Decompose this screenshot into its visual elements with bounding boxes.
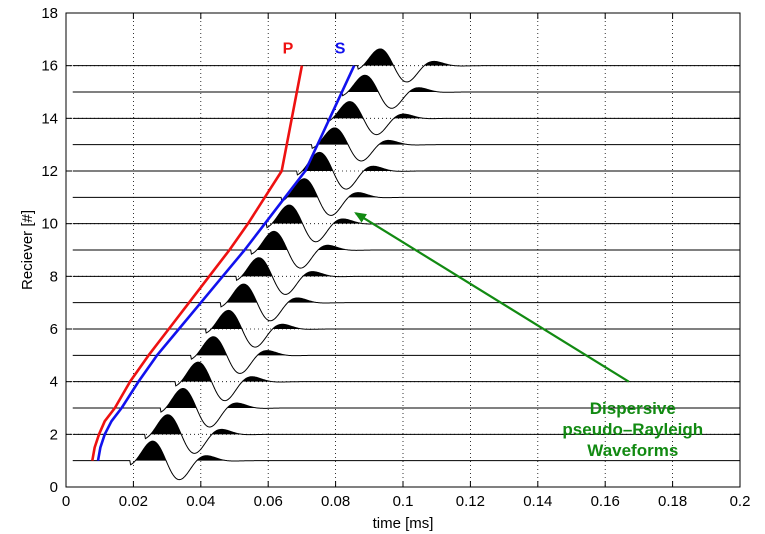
x-tick-label: 0 xyxy=(62,493,70,510)
waveform-trace xyxy=(72,387,740,428)
y-tick-label: 14 xyxy=(41,110,58,127)
x-tick-label: 0.12 xyxy=(456,493,485,510)
waveform-trace xyxy=(72,309,740,348)
waveform-trace xyxy=(72,204,740,243)
annotations: Dispersive pseudo–Rayleigh Waveforms xyxy=(354,212,703,460)
x-axis-label: time [ms] xyxy=(373,515,434,532)
waveform-trace xyxy=(72,283,740,322)
y-tick-label: 8 xyxy=(50,268,58,285)
series-label-s: S xyxy=(335,41,346,58)
waveform-trace xyxy=(72,151,740,190)
y-tick-label: 18 xyxy=(41,5,58,22)
waveform-trace xyxy=(72,336,740,374)
y-tick-label: 16 xyxy=(41,58,58,75)
series-line-p xyxy=(91,65,304,461)
series-label-p: P xyxy=(283,41,294,58)
annotation-text-line: pseudo–Rayleigh xyxy=(562,420,703,439)
y-tick-label: 12 xyxy=(41,163,58,180)
x-tick-label: 0.02 xyxy=(119,493,148,510)
series-line-s xyxy=(96,65,356,461)
annotation-arrow xyxy=(354,212,630,383)
y-tick-label: 0 xyxy=(50,479,58,496)
waveform-trace xyxy=(72,257,740,295)
waveform-trace xyxy=(72,361,740,402)
y-axis-label: Reciever [#] xyxy=(19,210,36,290)
annotation-text-line: Dispersive xyxy=(590,399,676,418)
x-tick-label: 0.04 xyxy=(186,493,215,510)
annotation-text-line: Waveforms xyxy=(587,441,678,460)
axis-ticks: 0 0.02 0.04 0.06 0.08 0.1 0.12 0.14 0.16 0.18 0.2 0… xyxy=(41,5,750,510)
x-tick-label: 0.14 xyxy=(523,493,552,510)
waveform-traces xyxy=(72,48,740,481)
waveform-trace xyxy=(72,178,740,216)
waveform-trace xyxy=(72,74,740,109)
waveform-trace xyxy=(72,127,740,162)
x-tick-label: 0.06 xyxy=(254,493,283,510)
y-tick-label: 6 xyxy=(50,321,58,338)
x-tick-label: 0.16 xyxy=(591,493,620,510)
waveform-trace xyxy=(72,440,740,481)
arrival-curves xyxy=(91,65,356,461)
x-tick-label: 0.2 xyxy=(730,493,751,510)
x-tick-label: 0.18 xyxy=(658,493,687,510)
waveform-trace xyxy=(72,414,740,454)
x-tick-label: 0.1 xyxy=(393,493,414,510)
waveform-trace xyxy=(72,48,740,83)
waveform-trace xyxy=(72,101,740,136)
x-tick-label: 0.08 xyxy=(321,493,350,510)
y-tick-label: 2 xyxy=(50,426,58,443)
waveform-trace xyxy=(72,230,740,269)
y-tick-label: 4 xyxy=(50,374,58,391)
y-tick-label: 10 xyxy=(41,216,58,233)
